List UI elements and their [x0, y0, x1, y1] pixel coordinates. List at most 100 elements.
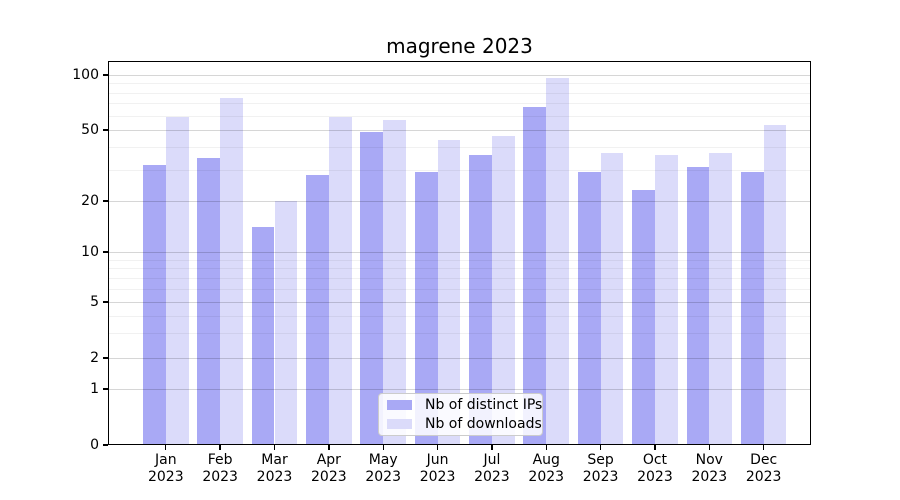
minor-gridline-3 — [108, 333, 811, 335]
legend-label-distinct-ips: Nb of distinct IPs — [425, 397, 543, 414]
bar-feb-distinct-ips — [197, 157, 221, 445]
x-axis-tick-label-mar: Mar 2023 — [243, 452, 307, 486]
bar-aug-downloads — [546, 78, 570, 445]
bar-jul-downloads — [491, 136, 515, 445]
major-gridline-1 — [108, 389, 811, 390]
bar-jan-downloads — [165, 116, 189, 445]
x-axis-tick-label-jun: Jun 2023 — [406, 452, 470, 486]
bar-feb-downloads — [220, 97, 243, 445]
x-label-year: 2023 — [147, 469, 184, 485]
x-label-year: 2023 — [745, 469, 782, 485]
bar-jul-distinct-ips — [469, 155, 492, 445]
x-axis-tick-label-dec: Dec 2023 — [732, 452, 796, 486]
minor-gridline-60 — [108, 115, 811, 117]
bar-oct-distinct-ips — [632, 190, 655, 445]
bar-oct-downloads — [654, 155, 678, 445]
x-axis-tick-oct — [654, 445, 656, 450]
minor-gridline-70 — [108, 103, 811, 105]
x-label-month: May — [368, 452, 398, 468]
x-axis-tick-dec — [762, 445, 765, 450]
bar-dec-distinct-ips — [740, 172, 764, 445]
x-label-year: 2023 — [365, 469, 401, 485]
minor-gridline-90 — [108, 83, 811, 85]
bar-may-distinct-ips — [360, 131, 384, 445]
bar-apr-distinct-ips — [306, 174, 329, 445]
x-axis-tick-label-aug: Aug 2023 — [514, 452, 578, 486]
minor-gridline-30 — [108, 169, 811, 171]
x-axis-tick-label-apr: Apr 2023 — [297, 452, 361, 486]
bar-sep-distinct-ips — [577, 172, 601, 445]
x-label-month: Apr — [316, 452, 341, 468]
minor-gridline-9 — [108, 259, 811, 261]
x-label-year: 2023 — [311, 469, 347, 485]
minor-gridline-40 — [108, 147, 811, 149]
bar-nov-distinct-ips — [686, 167, 710, 445]
x-axis-tick-aug — [545, 445, 547, 450]
x-label-month: Nov — [695, 452, 723, 468]
y-axis-tick-20 — [103, 200, 108, 202]
x-axis-tick-mar — [273, 445, 276, 450]
y-axis-tick-label-2: 2 — [90, 349, 99, 366]
minor-gridline-8 — [108, 268, 811, 270]
y-axis-tick-50 — [103, 129, 108, 131]
x-label-month: Jun — [426, 452, 449, 468]
bar-may-downloads — [383, 119, 406, 445]
legend-swatch-distinct-ips — [387, 400, 412, 411]
y-axis-tick-label-0: 0 — [90, 436, 99, 453]
minor-gridline-6 — [108, 288, 811, 290]
x-label-month: Feb — [207, 452, 233, 468]
y-axis-tick-10 — [103, 251, 108, 253]
minor-gridline-80 — [108, 92, 811, 94]
x-label-month: Aug — [532, 452, 560, 468]
minor-gridline-4 — [108, 315, 811, 317]
x-axis-tick-label-feb: Feb 2023 — [188, 452, 252, 486]
major-gridline-20 — [108, 201, 811, 202]
y-axis-tick-0 — [103, 444, 108, 446]
bar-jun-distinct-ips — [414, 172, 438, 445]
x-axis-tick-sep — [599, 445, 602, 450]
x-label-month: Jan — [155, 452, 177, 468]
x-label-month: Mar — [261, 452, 288, 468]
minor-gridline-7 — [108, 277, 811, 279]
x-axis-tick-jun — [436, 445, 439, 450]
chart-title: magrene 2023 — [386, 34, 533, 58]
major-gridline-2 — [108, 358, 811, 359]
major-gridline-100 — [108, 75, 811, 76]
x-axis-tick-label-jan: Jan 2023 — [134, 452, 198, 486]
bar-aug-distinct-ips — [523, 106, 547, 445]
bar-nov-downloads — [709, 153, 733, 445]
x-axis-tick-jul — [491, 445, 493, 450]
x-label-year: 2023 — [202, 469, 238, 485]
major-gridline-5 — [108, 302, 811, 303]
y-axis-tick-2 — [103, 357, 108, 359]
plot-area — [108, 61, 811, 445]
bar-jun-downloads — [437, 139, 461, 445]
bar-sep-downloads — [600, 153, 624, 445]
y-axis-tick-label-100: 100 — [72, 66, 99, 83]
legend-swatch-downloads — [387, 418, 412, 429]
x-label-year: 2023 — [256, 469, 293, 485]
y-axis-tick-label-10: 10 — [81, 243, 99, 260]
y-axis-tick-label-1: 1 — [90, 380, 99, 397]
x-label-month: Oct — [642, 452, 668, 468]
legend-entry-downloads: Nb of downloads — [385, 415, 542, 434]
x-axis-tick-label-nov: Nov 2023 — [677, 452, 741, 486]
x-label-year: 2023 — [582, 469, 619, 485]
x-axis-tick-feb — [219, 445, 221, 450]
y-axis-tick-label-5: 5 — [90, 293, 99, 310]
bar-apr-downloads — [328, 116, 352, 445]
x-label-year: 2023 — [419, 469, 456, 485]
x-label-year: 2023 — [637, 469, 673, 485]
x-axis-tick-may — [382, 445, 384, 450]
x-label-year: 2023 — [474, 469, 510, 485]
major-gridline-10 — [108, 252, 811, 253]
legend: Nb of distinct IPs Nb of downloads — [378, 393, 543, 436]
x-axis-tick-label-may: May 2023 — [351, 452, 415, 486]
x-label-month: Dec — [750, 452, 778, 468]
x-axis-tick-nov — [708, 445, 710, 450]
x-axis-tick-apr — [328, 445, 330, 450]
y-axis-tick-5 — [103, 301, 108, 303]
major-gridline-50 — [108, 130, 811, 131]
y-axis-tick-label-50: 50 — [81, 121, 99, 138]
